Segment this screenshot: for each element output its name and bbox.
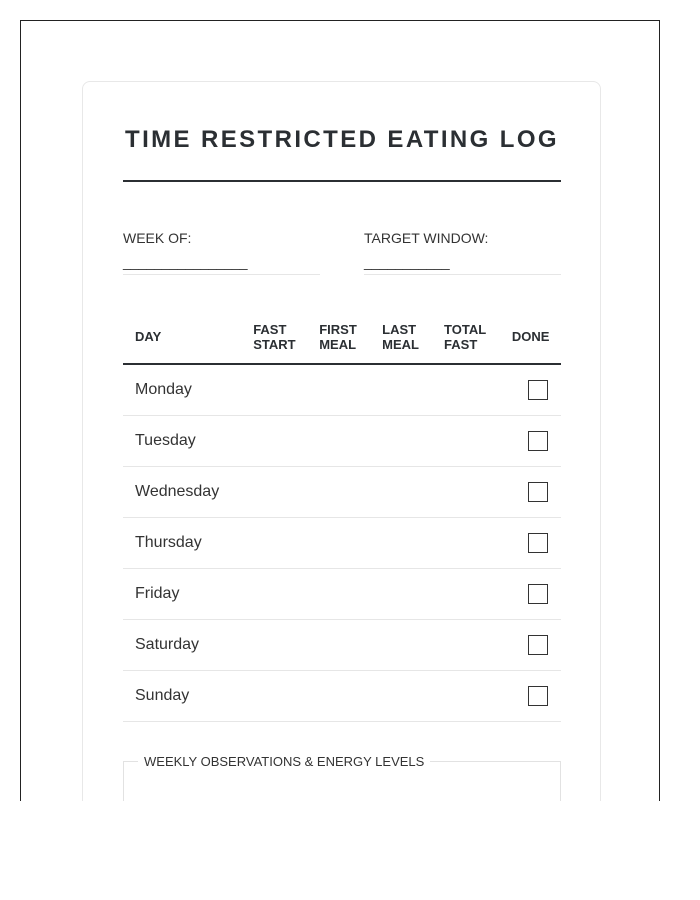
done-checkbox[interactable] — [527, 635, 548, 655]
done-checkbox[interactable] — [527, 533, 548, 553]
day-cell: Thursday — [123, 517, 254, 569]
time-cell[interactable] — [444, 670, 512, 722]
time-cell[interactable] — [444, 415, 512, 467]
column-header-text: TOTAL — [444, 321, 487, 337]
column-header-text: DONE — [511, 329, 550, 344]
week-of-field[interactable]: WEEK OF: ________________ — [123, 230, 320, 275]
column-header: LAST MEAL — [382, 310, 445, 365]
table-row: Tuesday — [123, 415, 561, 467]
time-cell[interactable] — [253, 568, 320, 620]
table-row: Sunday — [123, 670, 561, 722]
done-checkbox[interactable] — [527, 380, 548, 400]
day-cell: Monday — [123, 364, 254, 416]
table-row: Wednesday — [123, 466, 561, 518]
time-cell[interactable] — [253, 466, 320, 518]
time-cell[interactable] — [382, 619, 445, 671]
target-window-label: TARGET WINDOW: — [364, 230, 489, 246]
time-cell[interactable] — [444, 466, 512, 518]
page-frame: TIME RESTRICTED EATING LOG WEEK OF: ____… — [20, 20, 660, 801]
column-header-text: FAST — [253, 321, 287, 337]
time-cell[interactable] — [319, 619, 383, 671]
time-cell[interactable] — [253, 619, 320, 671]
time-cell[interactable] — [382, 415, 445, 467]
column-header: DONE — [511, 310, 561, 365]
time-cell[interactable] — [444, 517, 512, 569]
time-cell[interactable] — [253, 517, 320, 569]
time-cell[interactable] — [382, 517, 445, 569]
observations-legend: WEEKLY OBSERVATIONS & ENERGY LEVELS — [144, 754, 425, 769]
time-cell[interactable] — [253, 364, 320, 416]
page-title: TIME RESTRICTED EATING LOG — [125, 126, 559, 153]
target-window-input[interactable]: ___________ — [364, 254, 561, 275]
time-cell[interactable] — [382, 364, 445, 416]
table-row: Thursday — [123, 517, 561, 569]
title-divider — [123, 180, 561, 182]
day-cell: Tuesday — [123, 415, 254, 467]
time-cell[interactable] — [319, 517, 383, 569]
column-header: TOTAL FAST — [444, 310, 512, 365]
log-table: DAY FAST START FIRST MEAL LAST MEAL TOTAL FAST DO… — [123, 310, 561, 722]
column-header-text: MEAL — [382, 336, 419, 352]
column-header-text: FIRST — [319, 321, 357, 337]
day-cell: Sunday — [123, 670, 254, 722]
column-header: FIRST MEAL — [319, 310, 383, 365]
column-header-text: FAST — [444, 336, 478, 352]
day-cell: Saturday — [123, 619, 254, 671]
done-cell — [511, 466, 561, 518]
week-of-label: WEEK OF: — [123, 230, 192, 246]
column-header: DAY — [123, 310, 254, 365]
done-cell — [511, 670, 561, 722]
done-cell — [511, 364, 561, 416]
day-cell: Friday — [123, 568, 254, 620]
day-cell: Wednesday — [123, 466, 254, 518]
observations-box[interactable]: WEEKLY OBSERVATIONS & ENERGY LEVELS — [123, 754, 561, 801]
done-cell — [511, 415, 561, 467]
column-header-text: DAY — [135, 329, 162, 344]
table-row: Friday — [123, 568, 561, 620]
done-checkbox[interactable] — [527, 482, 548, 502]
done-checkbox[interactable] — [527, 584, 548, 604]
table-row: Saturday — [123, 619, 561, 671]
time-cell[interactable] — [319, 415, 383, 467]
time-cell[interactable] — [319, 466, 383, 518]
time-cell[interactable] — [444, 568, 512, 620]
done-checkbox[interactable] — [527, 431, 548, 451]
time-cell[interactable] — [253, 415, 320, 467]
table-row: Monday — [123, 364, 561, 416]
time-cell[interactable] — [382, 670, 445, 722]
log-card: TIME RESTRICTED EATING LOG WEEK OF: ____… — [82, 81, 601, 801]
time-cell[interactable] — [382, 466, 445, 518]
time-cell[interactable] — [319, 364, 383, 416]
done-cell — [511, 619, 561, 671]
target-window-field[interactable]: TARGET WINDOW: ___________ — [364, 230, 561, 275]
time-cell[interactable] — [319, 670, 383, 722]
column-header-text: MEAL — [319, 336, 357, 352]
done-cell — [511, 568, 561, 620]
done-cell — [511, 517, 561, 569]
time-cell[interactable] — [253, 670, 320, 722]
time-cell[interactable] — [444, 364, 512, 416]
time-cell[interactable] — [319, 568, 383, 620]
column-header: FAST START — [253, 310, 320, 365]
week-of-input[interactable]: ________________ — [123, 254, 320, 275]
time-cell[interactable] — [382, 568, 445, 620]
column-header-text: START — [253, 336, 296, 352]
column-header-text: LAST — [382, 321, 417, 337]
done-checkbox[interactable] — [527, 686, 548, 706]
time-cell[interactable] — [444, 619, 512, 671]
